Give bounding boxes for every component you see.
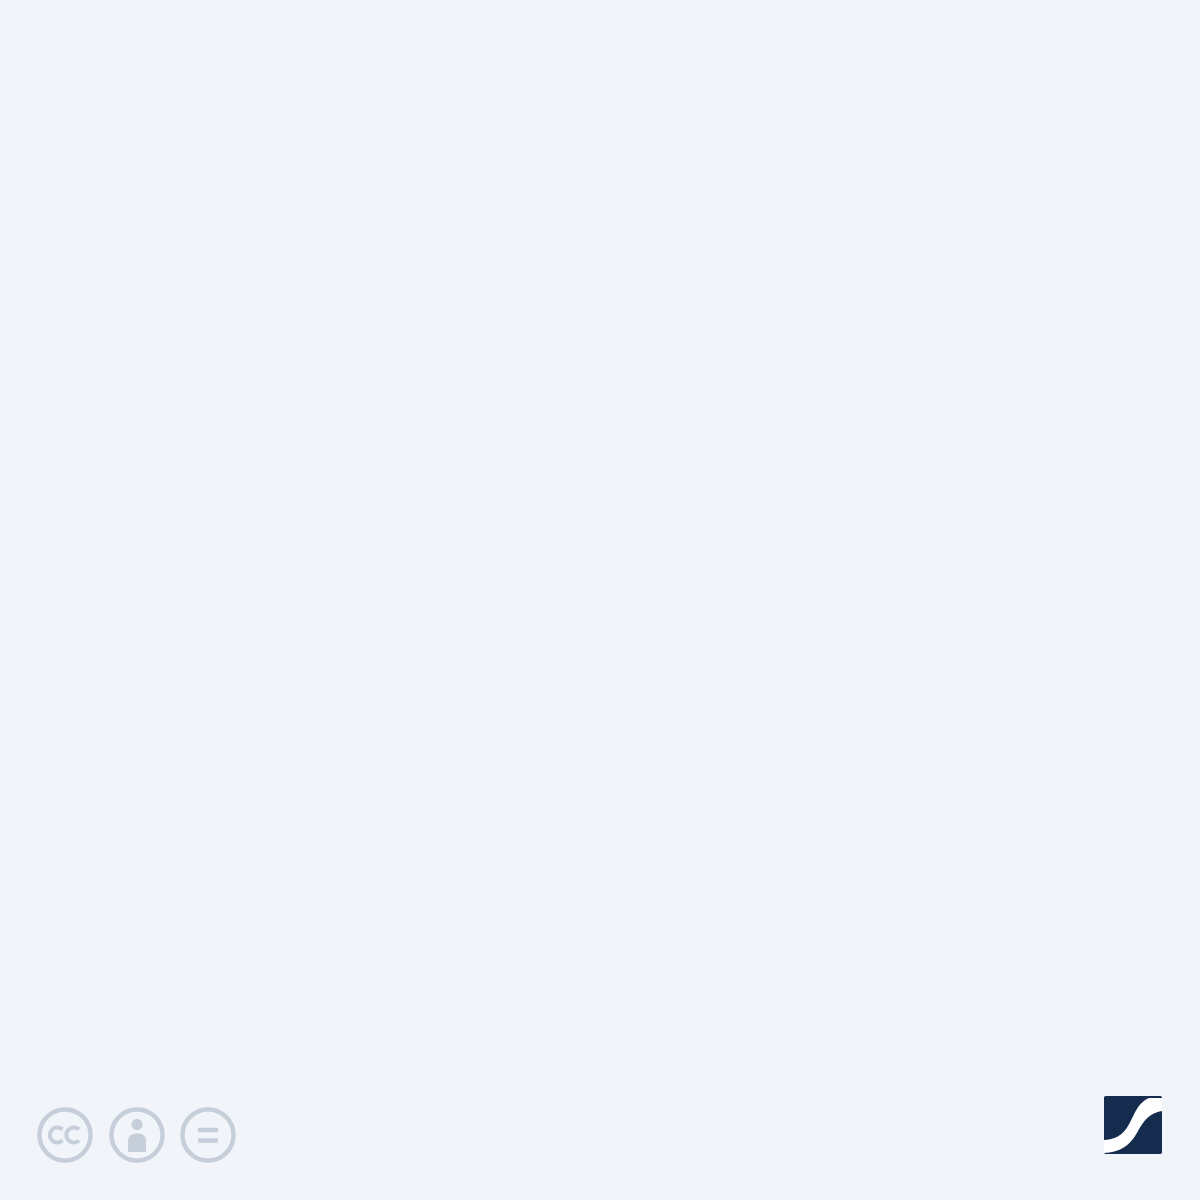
statista-logo-icon (1104, 1096, 1162, 1154)
license-icons (37, 1107, 236, 1163)
attribution-icon[interactable] (109, 1107, 165, 1163)
equals-icon[interactable] (180, 1107, 236, 1163)
statista-brand[interactable] (1090, 1096, 1162, 1154)
cc-icon[interactable] (37, 1107, 93, 1163)
